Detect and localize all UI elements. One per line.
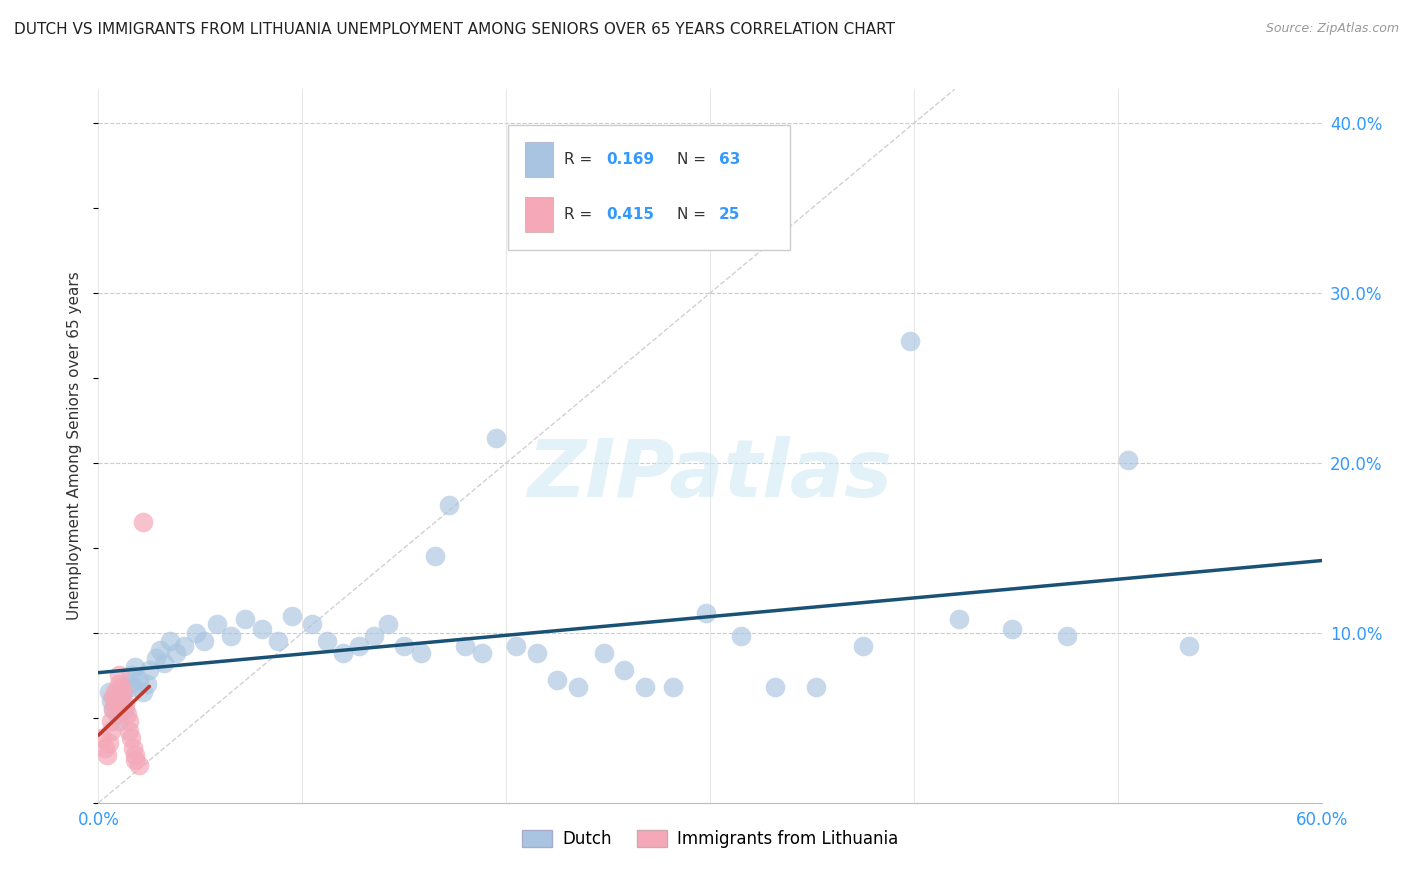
- Text: ZIPatlas: ZIPatlas: [527, 435, 893, 514]
- Point: [100, 714, 122, 729]
- Point: [332, 646, 354, 660]
- Text: DUTCH VS IMMIGRANTS FROM LITHUANIA UNEMPLOYMENT AMONG SENIORS OVER 65 YEARS CORR: DUTCH VS IMMIGRANTS FROM LITHUANIA UNEMP…: [14, 22, 896, 37]
- Point: [1001, 623, 1024, 637]
- Point: [132, 685, 155, 699]
- Point: [91, 731, 114, 746]
- Point: [132, 516, 155, 530]
- Point: [110, 680, 132, 694]
- Point: [108, 668, 131, 682]
- Point: [93, 741, 115, 756]
- Point: [505, 640, 527, 654]
- Point: [662, 680, 685, 694]
- Point: [193, 634, 215, 648]
- Point: [97, 736, 120, 750]
- Point: [101, 690, 124, 705]
- Point: [363, 629, 385, 643]
- Point: [159, 634, 181, 648]
- Point: [267, 634, 290, 648]
- Point: [409, 646, 432, 660]
- Point: [454, 640, 477, 654]
- Point: [118, 677, 141, 691]
- Point: [634, 680, 657, 694]
- Point: [96, 748, 118, 763]
- Point: [165, 646, 187, 660]
- Point: [100, 694, 122, 708]
- Point: [1178, 640, 1201, 654]
- Point: [110, 694, 132, 708]
- Point: [120, 668, 142, 682]
- Point: [485, 430, 508, 444]
- Point: [104, 698, 127, 712]
- Point: [546, 673, 568, 688]
- Point: [205, 617, 228, 632]
- Point: [763, 680, 786, 694]
- Point: [124, 748, 146, 763]
- Point: [281, 608, 304, 623]
- Point: [301, 617, 323, 632]
- Legend: Dutch, Immigrants from Lithuania: Dutch, Immigrants from Lithuania: [516, 823, 904, 855]
- Point: [898, 334, 921, 348]
- Point: [233, 612, 256, 626]
- Point: [136, 677, 159, 691]
- Point: [111, 685, 134, 699]
- Point: [122, 680, 145, 694]
- Point: [105, 694, 128, 708]
- Point: [122, 741, 145, 756]
- Point: [100, 724, 122, 739]
- Point: [730, 629, 752, 643]
- Point: [392, 640, 416, 654]
- Point: [105, 707, 128, 722]
- Point: [115, 707, 138, 722]
- Point: [124, 660, 146, 674]
- Point: [111, 685, 134, 699]
- Point: [101, 702, 124, 716]
- Point: [315, 634, 337, 648]
- Point: [593, 646, 616, 660]
- Point: [437, 499, 460, 513]
- Point: [138, 663, 160, 677]
- Point: [471, 646, 494, 660]
- Point: [128, 758, 150, 772]
- Point: [173, 640, 195, 654]
- Point: [186, 626, 208, 640]
- Point: [120, 731, 142, 746]
- Y-axis label: Unemployment Among Seniors over 65 years: Unemployment Among Seniors over 65 years: [67, 272, 83, 620]
- Point: [526, 646, 548, 660]
- Text: Source: ZipAtlas.com: Source: ZipAtlas.com: [1265, 22, 1399, 36]
- Point: [114, 702, 136, 716]
- Point: [852, 640, 875, 654]
- Point: [250, 623, 273, 637]
- Point: [108, 677, 131, 691]
- Point: [118, 714, 141, 729]
- Point: [1056, 629, 1078, 643]
- Point: [219, 629, 242, 643]
- Point: [948, 612, 970, 626]
- Point: [101, 702, 124, 716]
- Point: [128, 673, 150, 688]
- Point: [567, 680, 589, 694]
- Point: [104, 698, 127, 712]
- Point: [108, 714, 131, 729]
- Point: [613, 663, 636, 677]
- Point: [804, 680, 827, 694]
- Point: [423, 549, 446, 564]
- Point: [349, 640, 371, 654]
- Point: [695, 606, 717, 620]
- Point: [152, 657, 174, 671]
- Point: [114, 698, 136, 712]
- Point: [104, 685, 127, 699]
- Point: [124, 753, 146, 767]
- Point: [1116, 452, 1139, 467]
- Point: [118, 724, 141, 739]
- Point: [97, 685, 120, 699]
- Point: [149, 643, 172, 657]
- Point: [145, 651, 167, 665]
- Point: [377, 617, 399, 632]
